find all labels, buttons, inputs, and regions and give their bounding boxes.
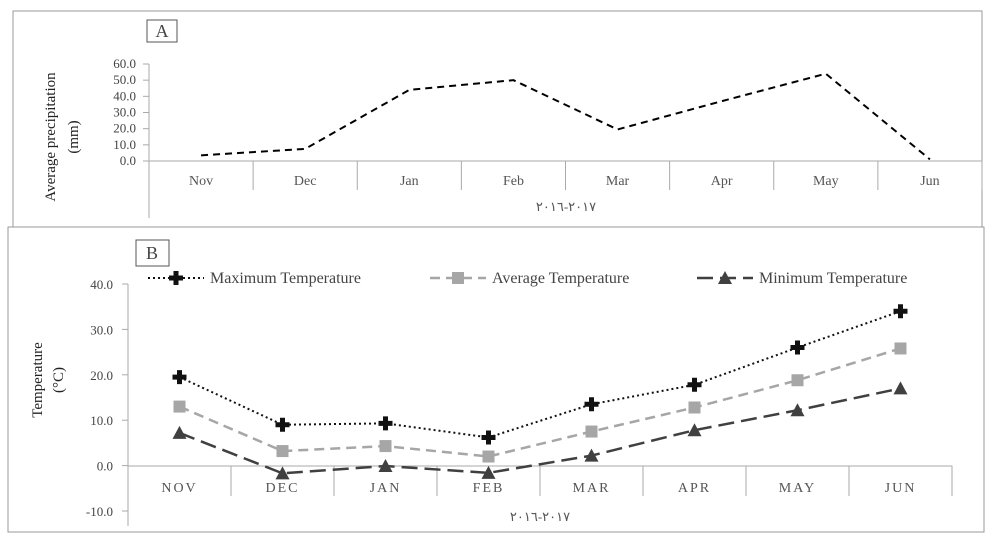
panel-a-y-tick-label: 10.0 (113, 137, 136, 152)
panel-b-x-tick-label: DEC (266, 481, 300, 496)
panel-b-group-label: ٢٠١٧-٢٠١٦ (510, 509, 570, 524)
panel-b: B Temperature (°C) Maximum Temperature Av… (7, 226, 985, 533)
panel-b-x-tick-label: MAY (779, 481, 816, 496)
legend-marker-minimum (718, 271, 732, 284)
average-temperature-point (791, 374, 804, 387)
panel-b-y-tick-label: 30.0 (90, 322, 113, 337)
panel-a-x-tick-label: Feb (503, 174, 524, 189)
panel-b-y-tick-label: -10.0 (86, 504, 113, 519)
legend-label-minimum: Minimum Temperature (759, 270, 907, 287)
panel-a-y-tick-label: 60.0 (113, 56, 136, 71)
minimum-temperature-line (179, 387, 901, 475)
maximum-temperature-point (275, 417, 290, 432)
panel-a-frame (12, 10, 983, 228)
panel-a-group-label: ٢٠١٧-٢٠١٦ (536, 199, 596, 214)
panel-b-series (172, 304, 908, 480)
panel-b-x-tick-label: JUN (885, 481, 917, 496)
average-temperature-point (585, 425, 598, 438)
panel-b-y-tick-label: 0.0 (97, 459, 113, 474)
legend-label-average: Average Temperature (492, 270, 629, 287)
minimum-temperature-point (481, 465, 496, 479)
panel-a-x-axis: Nov Dec Jan Feb Mar Apr May Jun (148, 161, 983, 218)
maximum-temperature-line (179, 310, 901, 439)
panel-b-legend: Maximum Temperature Average Temperature Mi… (148, 270, 907, 287)
legend-label-maximum: Maximum Temperature (210, 270, 361, 287)
precipitation-line (201, 72, 931, 161)
maximum-temperature-point (172, 370, 187, 385)
panel-b-y-tick-label: 20.0 (90, 368, 113, 383)
maximum-temperature-point (790, 340, 805, 355)
panel-a-x-tick-label: Apr (711, 174, 733, 189)
panel-a-y-tick-label: 20.0 (113, 121, 136, 136)
legend-marker-average (452, 272, 464, 284)
panel-a: A Average precipitation (mm) 60.050.040.… (12, 10, 983, 228)
maximum-temperature-point (584, 397, 599, 412)
panel-a-series (201, 72, 931, 161)
minimum-temperature-point (584, 448, 599, 462)
panel-b-ylabel-line1: Temperature (30, 342, 46, 418)
average-temperature-point (379, 440, 392, 453)
panel-a-y-tick-label: 30.0 (113, 105, 136, 120)
panel-a-ylabel-line2: (mm) (66, 120, 82, 153)
panel-a-y-tick-label: 40.0 (113, 88, 136, 103)
panel-b-x-tick-label: NOV (161, 481, 197, 496)
maximum-temperature-point (481, 430, 496, 445)
minimum-temperature-point (893, 381, 908, 395)
panel-a-x-tick-label: May (813, 174, 839, 189)
panel-b-x-tick-label: FEB (473, 481, 505, 496)
minimum-temperature-point (378, 459, 393, 473)
panel-b-x-tick-label: APR (678, 481, 711, 496)
panel-b-label-box (135, 239, 170, 267)
maximum-temperature-point (687, 377, 702, 392)
minimum-temperature-point (275, 466, 290, 480)
average-temperature-point (688, 401, 701, 414)
panel-a-x-tick-label: Mar (606, 174, 630, 189)
legend-marker-maximum (169, 271, 183, 285)
panel-b-x-tick-label: JAN (370, 481, 402, 496)
panel-a-y-tick-label: 0.0 (120, 153, 136, 168)
panel-a-y-axis: 60.050.040.0 30.020.010.00.0 (113, 56, 150, 168)
panel-b-x-tick-label: MAR (573, 481, 611, 496)
minimum-temperature-point (172, 425, 187, 439)
panel-a-label-box (146, 19, 178, 43)
average-temperature-point (894, 342, 907, 355)
panel-a-y-tick-label: 50.0 (113, 72, 136, 87)
average-temperature-point (173, 400, 186, 413)
maximum-temperature-point (893, 304, 908, 319)
average-temperature-point (482, 450, 495, 463)
panel-b-y-tick-label: 10.0 (90, 413, 113, 428)
panel-b-y-axis: 40.0 30.0 20.0 10.0 0.0 -10.0 (86, 277, 129, 519)
panel-b-x-axis: NOV DEC JAN FEB MAR APR MAY JUN (127, 465, 953, 526)
average-temperature-point (276, 445, 289, 458)
minimum-temperature-point (687, 423, 702, 437)
panel-a-label: A (156, 21, 169, 41)
panel-a-x-tick-label: Dec (294, 174, 317, 189)
panel-a-ylabel-line1: Average precipitation (43, 72, 59, 202)
panel-b-ylabel-line2: (°C) (51, 367, 67, 393)
average-temperature-line (179, 347, 901, 458)
maximum-temperature-point (378, 416, 393, 431)
panel-a-x-tick-label: Jun (920, 174, 939, 189)
panel-b-y-tick-label: 40.0 (90, 277, 113, 292)
minimum-temperature-point (790, 403, 805, 417)
panel-a-x-tick-label: Nov (189, 174, 213, 189)
panel-b-label: B (146, 243, 158, 263)
panel-a-x-tick-label: Jan (400, 174, 419, 189)
panel-b-frame (7, 226, 985, 533)
